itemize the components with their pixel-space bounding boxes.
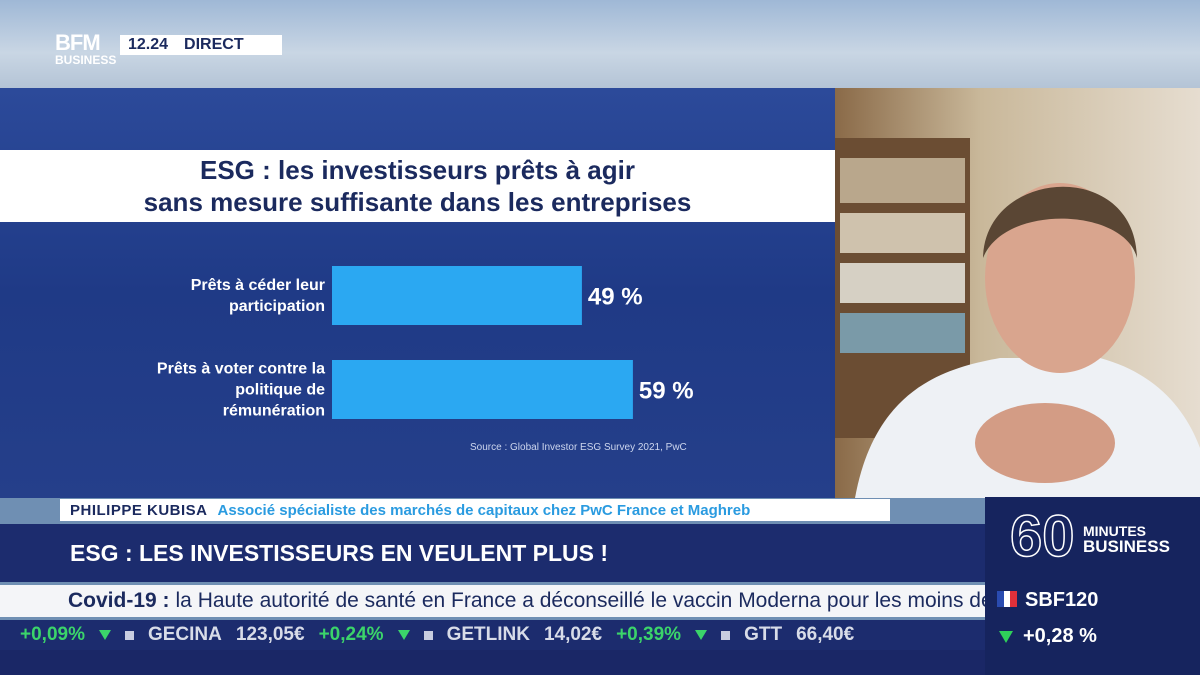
news-label: Covid-19 :: [68, 589, 170, 612]
show-number: 60: [1009, 503, 1075, 570]
name-bar: PHILIPPE KUBISA Associé spécialiste des …: [60, 499, 890, 521]
books: [840, 313, 965, 353]
source: Source : Global Investor ESG Survey 2021…: [470, 442, 687, 453]
clock-status: DIRECT: [184, 36, 244, 53]
ticker-price: 66,40€: [796, 624, 855, 645]
ticker-separator: [423, 630, 433, 640]
face: [985, 183, 1135, 373]
hair: [983, 186, 1137, 258]
clock-time: 12.24: [128, 36, 169, 53]
ticker-arrow: [98, 630, 111, 640]
headline: ESG : LES INVESTISSEURS EN VEULENT PLUS …: [70, 540, 609, 566]
logo-sub: BUSINESS: [55, 53, 117, 67]
news-ticker: Covid-19 : la Haute autorité de santé en…: [0, 585, 985, 617]
speaker-name: PHILIPPE KUBISA: [70, 501, 208, 519]
ticker-separator: [124, 630, 134, 640]
ticker-name: GTT: [744, 624, 783, 645]
books: [840, 213, 965, 253]
clock: 12.24 DIRECT: [120, 35, 282, 55]
category-label: Prêts à voter contre la politique de rém…: [156, 360, 325, 419]
value-label: 49 %: [588, 284, 643, 311]
bar: [332, 266, 582, 325]
speaker-role: Associé spécialiste des marchés de capit…: [217, 501, 751, 519]
video-scene: [835, 138, 1200, 498]
ticker-price: 123,05€: [235, 624, 305, 645]
logo: BFM BUSINESS: [55, 30, 117, 68]
books: [840, 158, 965, 203]
show-box: 60 MINUTES BUSINESS SBF120 +0,28 %: [985, 497, 1200, 675]
chart: 49 % 59 %: [332, 266, 694, 419]
ticker-arrow: [695, 630, 708, 640]
books: [840, 263, 965, 303]
video-feed: [835, 88, 1200, 498]
ticker-name: GECINA: [147, 624, 222, 645]
ticker-arrow: [397, 630, 410, 640]
ticker-change: +0,09%: [20, 624, 85, 645]
show-title: MINUTES BUSINESS: [1083, 523, 1170, 555]
ticker-change: +0,39%: [616, 624, 682, 645]
chart-title: ESG : les investisseurs prêts à agir san…: [143, 155, 692, 217]
footer-bar: [0, 650, 985, 675]
index-name: SBF120: [1025, 589, 1099, 611]
logo-brand: BFM: [55, 30, 101, 55]
ticker-price: 14,02€: [543, 624, 603, 645]
hands: [975, 403, 1115, 483]
value-label: 59 %: [639, 378, 694, 405]
show-line: BUSINESS: [1083, 537, 1170, 556]
news-text: la Haute autorité de santé en France a d…: [175, 589, 985, 612]
title-band: [0, 150, 835, 222]
stock-ticker: +0,09% GECINA 123,05€ +0,24% GETLINK 14,02€ +0…: [0, 620, 985, 650]
ticker-separator: [721, 630, 731, 640]
headline-bar: ESG : LES INVESTISSEURS EN VEULENT PLUS …: [0, 524, 985, 582]
index-change: +0,28 %: [1023, 625, 1097, 647]
ticker-name: GETLINK: [446, 624, 530, 645]
index-arrow: [999, 631, 1013, 643]
flag: [997, 591, 1018, 607]
category-label: Prêts à céder leur participation: [190, 276, 325, 315]
bar: [332, 360, 633, 419]
ticker-change: +0,24%: [318, 624, 384, 645]
show-line: MINUTES: [1083, 523, 1146, 539]
